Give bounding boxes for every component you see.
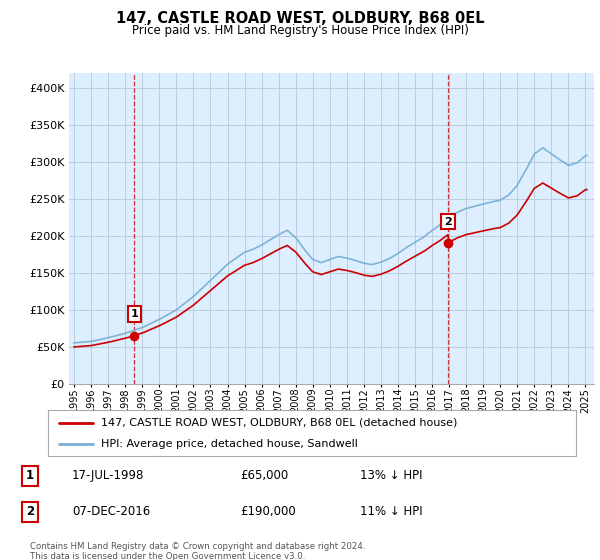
Text: 13% ↓ HPI: 13% ↓ HPI — [360, 469, 422, 482]
Text: Price paid vs. HM Land Registry's House Price Index (HPI): Price paid vs. HM Land Registry's House … — [131, 24, 469, 36]
Text: 1: 1 — [26, 469, 34, 482]
Text: 147, CASTLE ROAD WEST, OLDBURY, B68 0EL: 147, CASTLE ROAD WEST, OLDBURY, B68 0EL — [116, 11, 484, 26]
Text: 1: 1 — [131, 309, 139, 319]
Text: 17-JUL-1998: 17-JUL-1998 — [72, 469, 145, 482]
Text: 07-DEC-2016: 07-DEC-2016 — [72, 505, 150, 519]
Text: £190,000: £190,000 — [240, 505, 296, 519]
Text: Contains HM Land Registry data © Crown copyright and database right 2024.
This d: Contains HM Land Registry data © Crown c… — [30, 542, 365, 560]
Text: 147, CASTLE ROAD WEST, OLDBURY, B68 0EL (detached house): 147, CASTLE ROAD WEST, OLDBURY, B68 0EL … — [101, 418, 457, 428]
Text: HPI: Average price, detached house, Sandwell: HPI: Average price, detached house, Sand… — [101, 439, 358, 449]
Text: £65,000: £65,000 — [240, 469, 288, 482]
Text: 2: 2 — [444, 217, 452, 227]
Text: 2: 2 — [26, 505, 34, 519]
Text: 11% ↓ HPI: 11% ↓ HPI — [360, 505, 422, 519]
